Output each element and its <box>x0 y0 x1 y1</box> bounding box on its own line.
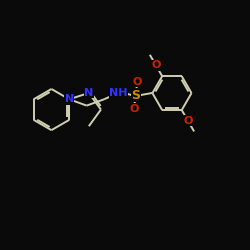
Text: O: O <box>151 60 161 70</box>
Text: N: N <box>84 88 94 98</box>
Text: O: O <box>183 116 192 126</box>
Text: NH: NH <box>109 88 128 98</box>
Text: N: N <box>65 94 74 104</box>
Text: O: O <box>129 104 138 114</box>
Text: S: S <box>132 89 140 102</box>
Text: O: O <box>132 77 142 87</box>
